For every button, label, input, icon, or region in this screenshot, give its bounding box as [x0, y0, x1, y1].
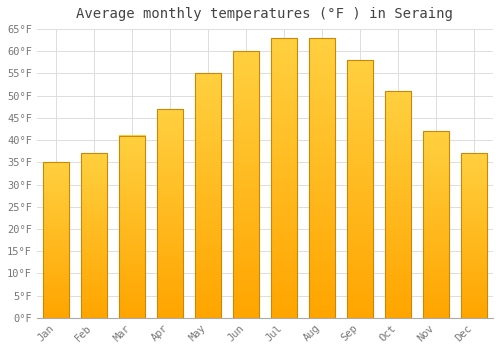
Title: Average monthly temperatures (°F ) in Seraing: Average monthly temperatures (°F ) in Se… — [76, 7, 454, 21]
Bar — [384, 91, 411, 318]
Bar — [270, 38, 297, 318]
Bar — [80, 153, 107, 318]
Bar — [232, 51, 259, 318]
Bar — [460, 153, 487, 318]
Bar — [346, 60, 374, 318]
Bar — [118, 136, 145, 318]
Bar — [42, 162, 69, 318]
Bar — [194, 74, 221, 318]
Bar — [308, 38, 336, 318]
Bar — [156, 109, 183, 318]
Bar — [422, 131, 450, 318]
